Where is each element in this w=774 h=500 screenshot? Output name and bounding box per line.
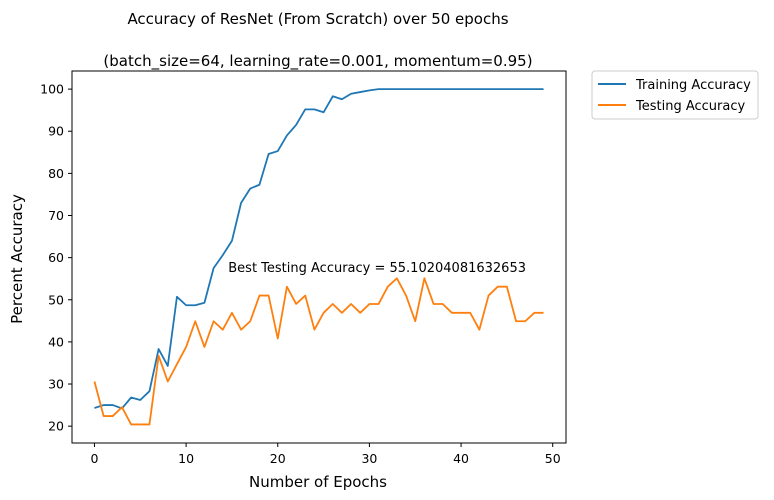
y-tick-label: 70: [48, 208, 64, 223]
series-line-training: [94, 88, 544, 410]
x-tick-label: 20: [270, 451, 286, 466]
x-tick-label: 50: [545, 451, 561, 466]
y-tick-label: 20: [48, 419, 64, 434]
y-tick-label: 40: [48, 334, 64, 349]
x-tick-label: 0: [90, 451, 98, 466]
y-tick-label: 60: [48, 250, 64, 265]
y-tick-label: 50: [48, 292, 64, 307]
legend-label-testing: Testing Accuracy: [635, 99, 745, 114]
y-axis-label: Percent Accuracy: [8, 194, 26, 324]
y-tick-label: 80: [48, 166, 64, 181]
x-tick-label: 10: [178, 451, 194, 466]
legend-label-training: Training Accuracy: [635, 78, 751, 93]
chart-title: Accuracy of ResNet (From Scratch) over 5…: [127, 10, 508, 28]
plot-area: 0 10 20 30 40 50 20 30 40 50 60 70 80 90 100 Best Testi…: [40, 70, 567, 466]
legend-frame: [591, 70, 759, 120]
best-accuracy-annotation: Best Testing Accuracy = 55.1020408163265…: [228, 261, 526, 276]
x-axis-label: Number of Epochs: [249, 473, 387, 491]
y-tick-label: 30: [48, 377, 64, 392]
series-line-testing: [93, 277, 544, 426]
x-tick-label: 30: [361, 451, 377, 466]
y-tick-label: 90: [48, 124, 64, 139]
chart-subtitle: (batch_size=64, learning_rate=0.001, mom…: [103, 52, 532, 71]
y-tick-label: 100: [40, 82, 64, 97]
plot-frame: [71, 70, 567, 444]
x-tick-label: 40: [453, 451, 469, 466]
legend: Training Accuracy Testing Accuracy: [591, 70, 759, 120]
